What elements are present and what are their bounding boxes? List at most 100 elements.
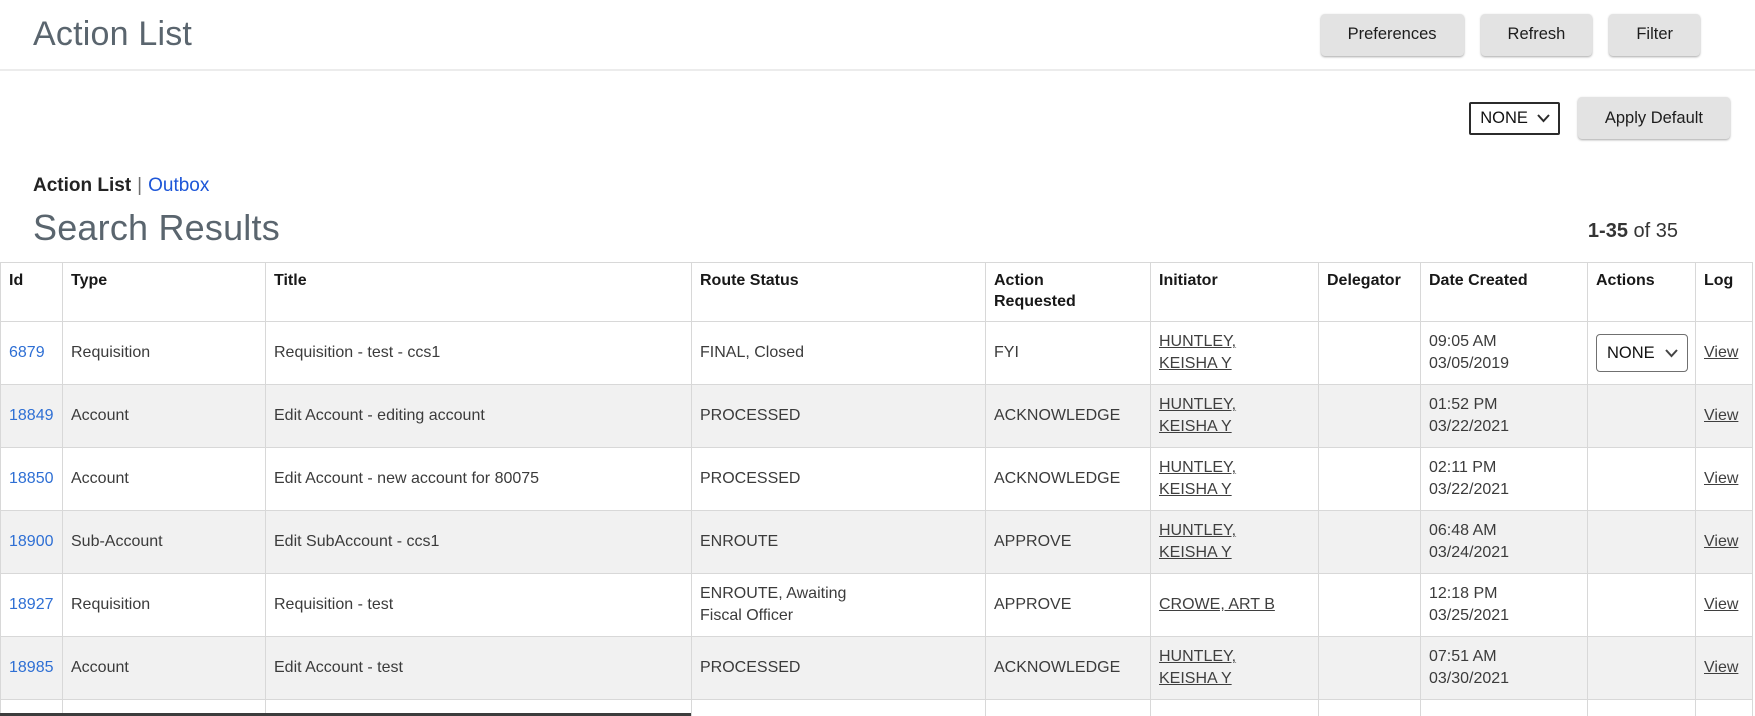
column-header-title: Title <box>265 262 692 322</box>
cell-initiator: HUNTLEY, KEISHA Y <box>1150 510 1319 574</box>
cell-type: Requisition <box>62 573 266 637</box>
table-row: 18900 Sub-Account Edit SubAccount - ccs1 EN… <box>0 510 1753 574</box>
row-action-select[interactable]: NONE <box>1596 334 1688 372</box>
column-header-log: Log <box>1695 262 1753 322</box>
filter-button[interactable]: Filter <box>1609 13 1700 56</box>
column-header-type: Type <box>62 262 266 322</box>
cell-empty <box>62 699 266 716</box>
cell-empty <box>985 699 1151 716</box>
view-route-log-link[interactable]: View <box>1704 533 1739 551</box>
preferences-button[interactable]: Preferences <box>1320 13 1464 56</box>
view-route-log-link[interactable]: View <box>1704 596 1739 614</box>
refresh-button[interactable]: Refresh <box>1480 13 1593 56</box>
results-header: Search Results 1-35 of 35 <box>33 207 1678 249</box>
cell-id: 18900 <box>0 510 63 574</box>
cell-delegator <box>1318 447 1421 511</box>
results-total: of 35 <box>1633 220 1678 242</box>
cell-action-requested: APPROVE <box>985 510 1151 574</box>
page-header: Action List Preferences Refresh Filter <box>0 0 1755 71</box>
document-id-link[interactable]: 6879 <box>9 344 45 362</box>
cell-action-requested: ACKNOWLEDGE <box>985 636 1151 700</box>
header-buttons: Preferences Refresh Filter <box>1320 13 1700 56</box>
action-list-table: Id Type Title Route Status Action Requested In… <box>0 262 1753 716</box>
table-row-partial <box>0 699 1753 716</box>
cell-title: Requisition - test - ccs1 <box>265 321 692 385</box>
table-row: 18850 Account Edit Account - new account f… <box>0 447 1753 511</box>
view-route-log-link[interactable]: View <box>1704 407 1739 425</box>
cell-actions <box>1587 447 1696 511</box>
initiator-link[interactable]: HUNTLEY, KEISHA Y <box>1159 333 1237 372</box>
action-list-table-wrap: Id Type Title Route Status Action Requested In… <box>0 262 1755 716</box>
view-route-log-link[interactable]: View <box>1704 659 1739 677</box>
column-header-initiator: Initiator <box>1150 262 1319 322</box>
cell-delegator <box>1318 510 1421 574</box>
results-count: 1-35 of 35 <box>1588 220 1678 249</box>
document-id-link[interactable]: 18900 <box>9 533 54 551</box>
cell-date-created: 07:51 AM 03/30/2021 <box>1420 636 1588 700</box>
cell-actions <box>1587 636 1696 700</box>
initiator-link[interactable]: CROWE, ART B <box>1159 596 1275 614</box>
cell-date-created: 02:11 PM 03/22/2021 <box>1420 447 1588 511</box>
cell-initiator: CROWE, ART B <box>1150 573 1319 637</box>
cell-type: Account <box>62 636 266 700</box>
view-route-log-link[interactable]: View <box>1704 470 1739 488</box>
cell-log: View <box>1695 447 1753 511</box>
document-id-link[interactable]: 18927 <box>9 596 54 614</box>
cell-log: View <box>1695 384 1753 448</box>
document-id-link[interactable]: 18849 <box>9 407 54 425</box>
cell-actions: NONE <box>1587 321 1696 385</box>
cell-date-created: 09:05 AM 03/05/2019 <box>1420 321 1588 385</box>
cell-empty <box>1150 699 1319 716</box>
cell-id: 18849 <box>0 384 63 448</box>
chevron-down-icon <box>1664 342 1679 364</box>
cell-id: 18927 <box>0 573 63 637</box>
cell-id: 18985 <box>0 636 63 700</box>
cell-title: Edit SubAccount - ccs1 <box>265 510 692 574</box>
default-action-toolbar: NONE Apply Default <box>0 97 1755 139</box>
cell-route-status: ENROUTE, Awaiting Fiscal Officer <box>691 573 986 637</box>
cell-log: View <box>1695 573 1753 637</box>
initiator-link[interactable]: HUNTLEY, KEISHA Y <box>1159 396 1237 435</box>
cell-route-status: PROCESSED <box>691 636 986 700</box>
initiator-link[interactable]: HUNTLEY, KEISHA Y <box>1159 522 1237 561</box>
cell-title: Edit Account - new account for 80075 <box>265 447 692 511</box>
view-route-log-link[interactable]: View <box>1704 344 1739 362</box>
cell-type: Account <box>62 384 266 448</box>
cell-log: View <box>1695 510 1753 574</box>
cell-title: Requisition - test <box>265 573 692 637</box>
results-title: Search Results <box>33 207 280 248</box>
page-title: Action List <box>33 15 193 53</box>
cell-delegator <box>1318 321 1421 385</box>
cell-log: View <box>1695 321 1753 385</box>
cell-log: View <box>1695 636 1753 700</box>
chevron-down-icon <box>1536 113 1551 123</box>
cell-actions <box>1587 573 1696 637</box>
cell-empty <box>691 699 986 716</box>
cell-title: Edit Account - editing account <box>265 384 692 448</box>
results-range: 1-35 <box>1587 220 1628 242</box>
document-id-link[interactable]: 18850 <box>9 470 54 488</box>
default-action-select[interactable]: NONE <box>1469 101 1560 135</box>
cell-actions <box>1587 384 1696 448</box>
cell-action-requested: ACKNOWLEDGE <box>985 447 1151 511</box>
column-header-action-requested: Action Requested <box>985 262 1151 322</box>
apply-default-button[interactable]: Apply Default <box>1577 97 1730 139</box>
table-row: 18927 Requisition Requisition - test ENROUT… <box>0 573 1753 637</box>
default-action-select-value: NONE <box>1480 108 1528 127</box>
outbox-link[interactable]: Outbox <box>148 175 210 196</box>
table-row: 18985 Account Edit Account - test PROCESSED… <box>0 636 1753 700</box>
table-header-row: Id Type Title Route Status Action Requested In… <box>0 262 1753 322</box>
cell-delegator <box>1318 384 1421 448</box>
breadcrumb-separator: | <box>137 175 143 196</box>
column-header-route-status: Route Status <box>691 262 986 322</box>
cell-type: Account <box>62 447 266 511</box>
document-id-link[interactable]: 18985 <box>9 659 54 677</box>
cell-type: Requisition <box>62 321 266 385</box>
cell-id: 18850 <box>0 447 63 511</box>
breadcrumb: Action List | Outbox <box>33 175 1755 197</box>
initiator-link[interactable]: HUNTLEY, KEISHA Y <box>1159 459 1237 498</box>
initiator-link[interactable]: HUNTLEY, KEISHA Y <box>1159 648 1237 687</box>
column-header-delegator: Delegator <box>1318 262 1421 322</box>
column-header-date-created: Date Created <box>1420 262 1588 322</box>
